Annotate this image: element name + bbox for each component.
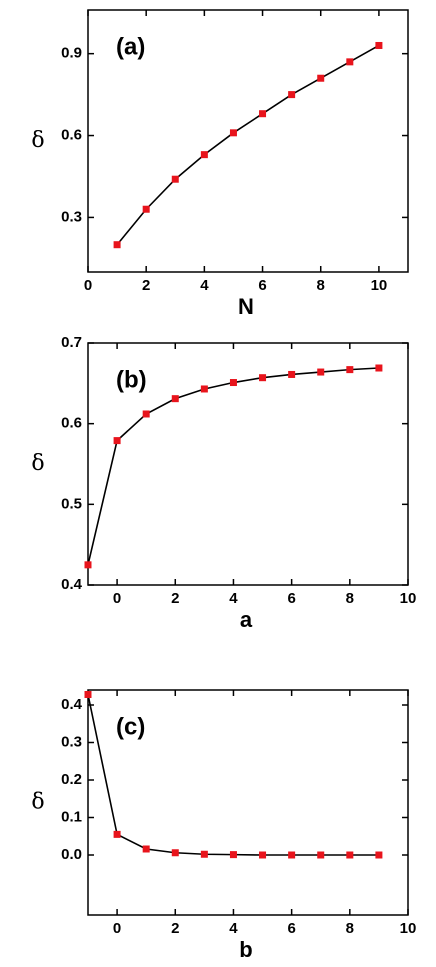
panel-label: (a) [116, 33, 145, 60]
x-tick-label: 6 [287, 920, 295, 937]
y-tick-label: 0.7 [61, 334, 82, 351]
y-axis-label: δ [31, 790, 44, 815]
data-point [288, 370, 296, 378]
x-axis-label: N [238, 294, 254, 319]
data-point [259, 374, 267, 382]
y-tick-label: 0.3 [61, 733, 82, 750]
y-tick-label: 0.4 [61, 576, 83, 593]
y-tick-label: 0.9 [61, 45, 82, 62]
data-point [317, 74, 325, 82]
data-point [84, 691, 92, 698]
data-point [317, 851, 325, 859]
data-point [200, 850, 208, 858]
y-tick-label: 0.2 [61, 771, 82, 788]
x-axis-label: b [239, 937, 252, 962]
x-tick-label: 6 [258, 277, 266, 294]
y-tick-label: 0.1 [61, 808, 82, 825]
data-point [84, 561, 92, 569]
data-point [142, 845, 150, 853]
x-tick-label: 0 [84, 277, 92, 294]
data-point [171, 849, 179, 857]
data-point [375, 41, 383, 49]
series-line [87, 367, 379, 566]
data-point [142, 205, 150, 213]
x-tick-label: 8 [346, 590, 354, 607]
data-point [229, 379, 237, 387]
data-point [346, 58, 354, 66]
x-tick-label: 6 [287, 590, 295, 607]
data-point [288, 91, 296, 99]
data-point [346, 851, 354, 859]
x-tick-label: 10 [371, 277, 388, 294]
y-tick-label: 0.5 [61, 495, 82, 512]
data-point [375, 851, 383, 859]
x-tick-label: 0 [113, 590, 121, 607]
x-tick-label: 10 [400, 920, 417, 937]
data-point [200, 151, 208, 159]
y-axis-label: δ [31, 451, 44, 476]
data-point [259, 851, 267, 859]
data-point [113, 241, 121, 249]
x-tick-label: 10 [400, 590, 417, 607]
data-point [113, 830, 121, 838]
panel-label: (b) [116, 366, 147, 393]
x-tick-label: 8 [317, 277, 325, 294]
panel-label: (c) [116, 713, 145, 740]
y-tick-label: 0.3 [61, 208, 82, 225]
y-tick-label: 0.6 [61, 127, 82, 144]
x-tick-label: 2 [171, 920, 179, 937]
data-point [171, 395, 179, 403]
y-tick-label: 0.6 [61, 415, 82, 432]
x-tick-label: 2 [142, 277, 150, 294]
data-point [375, 364, 383, 372]
x-tick-label: 8 [346, 920, 354, 937]
data-point [259, 110, 267, 118]
data-point [229, 129, 237, 137]
data-point [171, 175, 179, 183]
x-tick-label: 2 [171, 590, 179, 607]
plot-frame [87, 342, 409, 586]
plot-frame [87, 9, 409, 273]
x-tick-label: 4 [200, 277, 209, 294]
data-point [346, 366, 354, 374]
series-line [116, 44, 380, 246]
x-tick-label: 0 [113, 920, 121, 937]
y-tick-label: 0.4 [61, 696, 83, 713]
data-point [200, 385, 208, 393]
plot-frame [87, 689, 409, 916]
x-axis-label: a [240, 607, 253, 632]
data-point [113, 437, 121, 445]
data-point [317, 368, 325, 376]
data-point [288, 851, 296, 859]
data-point [229, 851, 237, 859]
data-point [142, 410, 150, 418]
y-tick-label: 0.0 [61, 846, 82, 863]
x-tick-label: 4 [229, 590, 238, 607]
x-tick-label: 4 [229, 920, 238, 937]
y-axis-label: δ [31, 128, 44, 153]
